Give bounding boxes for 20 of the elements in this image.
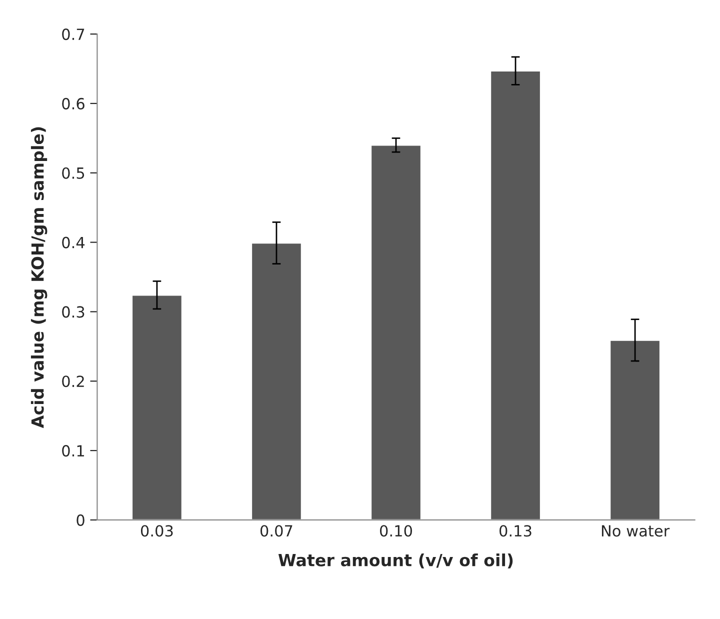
x-axis-title: Water amount (v/v of oil) bbox=[278, 553, 513, 568]
y-tick-label: 0.6 bbox=[62, 98, 84, 110]
x-tick-label: 0.07 bbox=[260, 525, 292, 537]
bar bbox=[370, 144, 422, 520]
x-tick-label: No water bbox=[602, 525, 670, 537]
bar bbox=[609, 339, 661, 520]
bar bbox=[131, 294, 183, 520]
y-tick-label: 0 bbox=[76, 514, 84, 526]
y-tick-label: 0.7 bbox=[62, 28, 84, 40]
y-tick-label: 0.2 bbox=[62, 376, 84, 388]
bar bbox=[250, 242, 302, 520]
x-tick-label: 0.13 bbox=[500, 525, 532, 537]
y-tick-label: 0.3 bbox=[62, 306, 84, 318]
y-tick-label: 0.4 bbox=[62, 236, 85, 248]
y-tick-label: 0.1 bbox=[62, 445, 84, 457]
y-tick-label: 0.5 bbox=[62, 167, 84, 179]
x-tick-label: 0.03 bbox=[140, 525, 173, 537]
x-tick-label: 0.10 bbox=[380, 525, 412, 537]
bar bbox=[490, 70, 542, 520]
y-axis-title: Acid value (mg KOH/gm sample) bbox=[30, 127, 48, 428]
